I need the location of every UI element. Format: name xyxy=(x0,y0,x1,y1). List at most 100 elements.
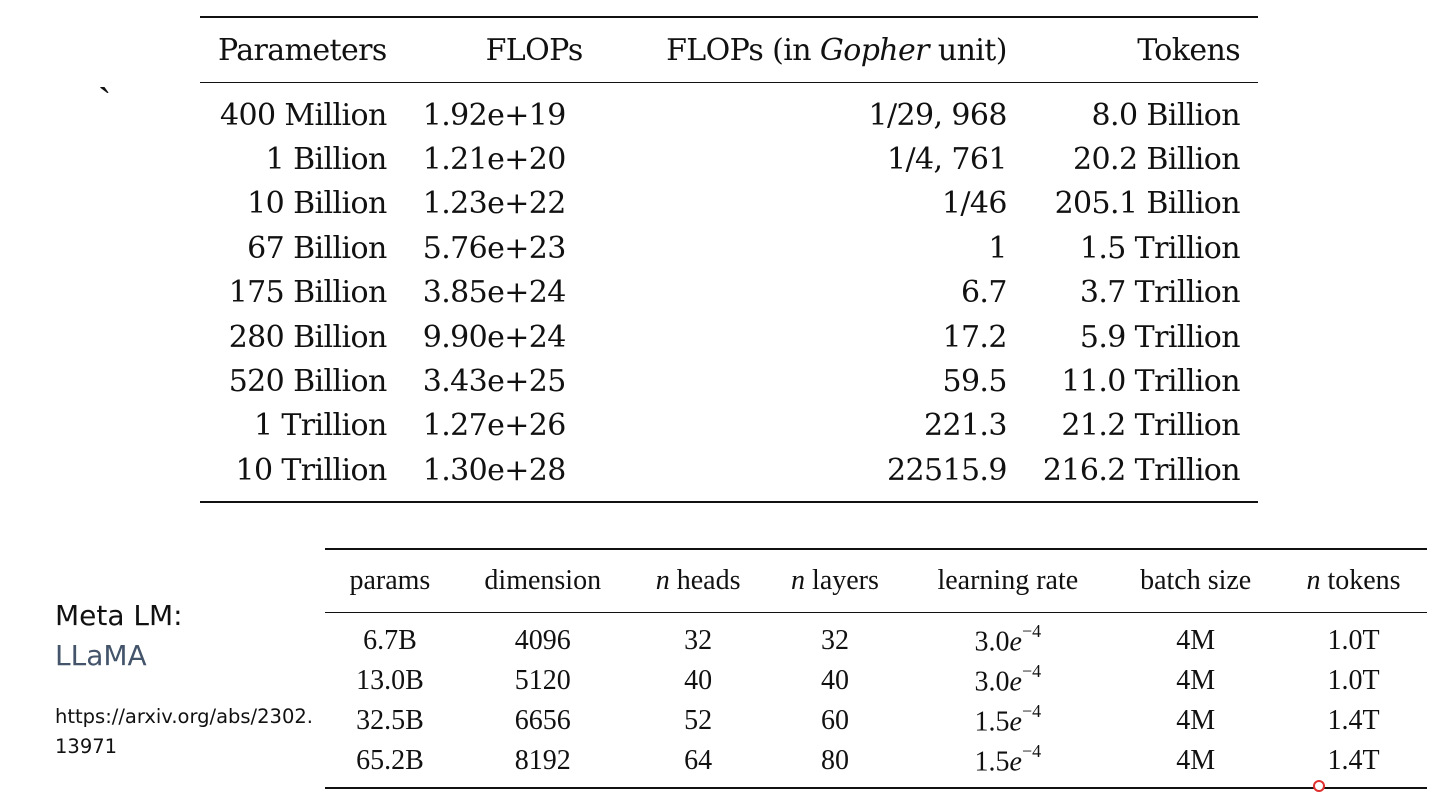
header-n-layers: n layers xyxy=(766,549,905,613)
header-tokens-var: n xyxy=(1306,565,1321,596)
stray-backtick-mark: ` xyxy=(98,79,112,124)
compute-table-body: 400 Million 1.92e+19 1/29, 968 8.0 Billion 1… xyxy=(200,83,1258,502)
cell-parameters: 175 Billion xyxy=(228,275,388,311)
lr-base: e xyxy=(1009,626,1022,658)
cell-flops: 3.43e+25 xyxy=(422,364,567,400)
table-header-row: params dimension n heads n layers learni… xyxy=(325,549,1427,613)
cell-n-tokens: 1.0T xyxy=(1327,625,1380,656)
table-row: 1 Trillion 1.27e+26 221.3 21.2 Trillion xyxy=(200,404,1258,448)
cell-dimension: 5120 xyxy=(514,665,571,696)
header-n-tokens: n tokens xyxy=(1280,549,1427,613)
table-row: 10 Trillion 1.30e+28 22515.9 216.2 Trillion xyxy=(200,448,1258,502)
header-params: params xyxy=(349,565,431,596)
cell-gopher: 1 xyxy=(988,230,1007,266)
cell-gopher: 59.5 xyxy=(942,364,1007,400)
cell-flops: 1.27e+26 xyxy=(422,408,567,444)
cell-learning-rate: 1.5e−4 xyxy=(904,741,1111,788)
lr-base: e xyxy=(1009,706,1022,738)
cell-gopher: 1/29, 968 xyxy=(868,97,1008,133)
lr-exponent: −4 xyxy=(1021,740,1042,761)
compute-optimal-table: Parameters FLOPs FLOPs (in Gopher unit) … xyxy=(200,16,1258,503)
table-header-row: Parameters FLOPs FLOPs (in Gopher unit) … xyxy=(200,17,1258,83)
lr-mantissa: 3.0 xyxy=(974,626,1010,658)
cell-learning-rate: 3.0e−4 xyxy=(904,661,1111,701)
header-n-heads: n heads xyxy=(631,549,766,613)
cell-parameters: 10 Billion xyxy=(247,186,387,222)
cell-flops: 1.30e+28 xyxy=(422,452,567,488)
cell-n-tokens: 1.0T xyxy=(1327,665,1380,696)
cell-parameters: 1 Billion xyxy=(265,142,388,178)
cell-dimension: 4096 xyxy=(514,625,571,656)
cell-parameters: 1 Trillion xyxy=(253,408,387,444)
header-flops-gopher-unit: FLOPs (in Gopher unit) xyxy=(601,17,1025,83)
table-row: 13.0B 5120 40 40 3.0e−4 4M 1.0T xyxy=(325,661,1427,701)
cell-tokens: 216.2 Trillion xyxy=(1042,452,1241,488)
cell-flops: 3.85e+24 xyxy=(422,275,567,311)
header-tokens: Tokens xyxy=(1137,32,1240,68)
cursor-indicator xyxy=(1313,780,1325,792)
header-heads-var: n xyxy=(655,565,670,596)
cell-tokens: 205.1 Billion xyxy=(1054,186,1241,222)
lr-base: e xyxy=(1009,666,1022,698)
cell-learning-rate: 3.0e−4 xyxy=(904,613,1111,662)
cell-n-heads: 32 xyxy=(684,625,713,656)
cell-n-layers: 80 xyxy=(820,745,849,776)
cell-flops: 1.21e+20 xyxy=(422,142,567,178)
cell-parameters: 520 Billion xyxy=(228,364,388,400)
cell-gopher: 1/4, 761 xyxy=(887,142,1007,178)
lr-mantissa: 1.5 xyxy=(974,706,1010,738)
header-tokens-text: tokens xyxy=(1320,565,1401,596)
cell-params: 6.7B xyxy=(363,625,417,656)
header-parameters: Parameters xyxy=(218,32,387,68)
cell-tokens: 1.5 Trillion xyxy=(1079,230,1241,266)
lr-mantissa: 1.5 xyxy=(974,746,1010,778)
cell-tokens: 11.0 Trillion xyxy=(1061,364,1240,400)
cell-gopher: 22515.9 xyxy=(887,452,1007,488)
cell-batch-size: 4M xyxy=(1176,665,1216,696)
lr-base: e xyxy=(1009,746,1022,778)
cell-flops: 9.90e+24 xyxy=(422,319,567,355)
cell-learning-rate: 1.5e−4 xyxy=(904,701,1111,741)
llama-table-body: 6.7B 4096 32 32 3.0e−4 4M 1.0T 13.0B 5120 40 40 3.0… xyxy=(325,613,1427,788)
table-row: 1 Billion 1.21e+20 1/4, 761 20.2 Billion xyxy=(200,137,1258,181)
header-gopher-suffix: unit) xyxy=(928,32,1008,68)
header-flops: FLOPs xyxy=(485,32,584,68)
cell-tokens: 21.2 Trillion xyxy=(1061,408,1240,444)
header-gopher-italic: Gopher xyxy=(819,32,930,68)
llama-hyperparameters-table: params dimension n heads n layers learni… xyxy=(325,548,1427,789)
cell-params: 13.0B xyxy=(356,665,424,696)
cell-n-layers: 40 xyxy=(820,665,849,696)
cell-n-heads: 40 xyxy=(684,665,713,696)
table-row: 280 Billion 9.90e+24 17.2 5.9 Trillion xyxy=(200,315,1258,359)
meta-lm-label: Meta LM: LLaMA xyxy=(55,596,183,676)
header-gopher-prefix: FLOPs (in xyxy=(666,32,820,68)
cell-params: 32.5B xyxy=(356,705,424,736)
meta-lm-title: Meta LM: xyxy=(55,599,183,632)
cell-tokens: 8.0 Billion xyxy=(1091,97,1241,133)
cell-n-heads: 52 xyxy=(684,705,713,736)
cell-flops: 5.76e+23 xyxy=(422,230,567,266)
lr-mantissa: 3.0 xyxy=(974,666,1010,698)
header-heads-text: heads xyxy=(669,565,741,596)
header-batch-size: batch size xyxy=(1140,565,1252,596)
cell-gopher: 221.3 xyxy=(923,408,1007,444)
header-learning-rate: learning rate xyxy=(937,565,1079,596)
cell-gopher: 6.7 xyxy=(960,275,1008,311)
table-row: 10 Billion 1.23e+22 1/46 205.1 Billion xyxy=(200,182,1258,226)
cell-parameters: 10 Trillion xyxy=(235,452,387,488)
cell-flops: 1.92e+19 xyxy=(422,97,567,133)
cell-batch-size: 4M xyxy=(1176,625,1216,656)
table-row: 65.2B 8192 64 80 1.5e−4 4M 1.4T xyxy=(325,741,1427,788)
cell-gopher: 17.2 xyxy=(942,319,1007,355)
cell-n-layers: 32 xyxy=(820,625,849,656)
lr-exponent: −4 xyxy=(1021,660,1042,681)
cell-n-tokens: 1.4T xyxy=(1327,745,1380,776)
cell-batch-size: 4M xyxy=(1176,745,1216,776)
header-layers-var: n xyxy=(791,565,806,596)
cell-flops: 1.23e+22 xyxy=(422,186,567,222)
cell-params: 65.2B xyxy=(356,745,424,776)
header-dimension: dimension xyxy=(484,565,602,596)
arxiv-link: https://arxiv.org/abs/2302.13971 xyxy=(55,705,313,758)
cell-gopher: 1/46 xyxy=(941,186,1008,222)
cell-batch-size: 4M xyxy=(1176,705,1216,736)
